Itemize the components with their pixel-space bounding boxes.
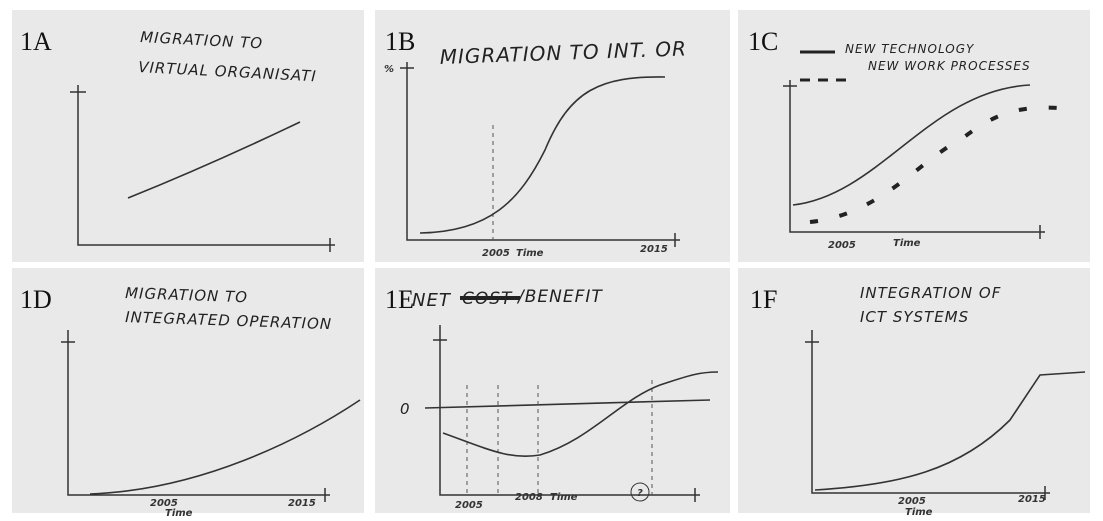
curve xyxy=(792,84,1031,206)
x-label: Time xyxy=(516,248,544,259)
panel-1d: 1D MIGRATION TO INTEGRATED OPERATION 200… xyxy=(12,268,364,519)
panel-1b: 1B MIGRATION TO INT. OR % 2005 Time 2015 xyxy=(375,10,730,262)
panel-1f: 1F INTEGRATION OF ICT SYSTEMS 2005 Time … xyxy=(738,268,1090,518)
x-label: 2005 xyxy=(455,500,483,511)
zero-line xyxy=(424,399,711,409)
x-label: 2005 xyxy=(482,248,510,259)
question-circle xyxy=(630,482,650,502)
panel-background xyxy=(375,268,730,513)
x-label: 2015 xyxy=(640,244,668,255)
panel-label: 1E xyxy=(385,285,414,314)
axes xyxy=(433,325,700,502)
panel-label: 1C xyxy=(748,27,778,56)
axes xyxy=(61,330,330,502)
panel-background xyxy=(12,268,364,513)
curve xyxy=(127,121,301,199)
panel-title: NET xyxy=(412,290,452,311)
x-label: 2005 xyxy=(828,240,856,251)
legend-entry: NEW WORK PROCESSES xyxy=(868,59,1031,73)
panel-1c: 1C NEW TECHNOLOGY NEW WORK PROCESSES 200… xyxy=(738,10,1090,262)
curve xyxy=(814,371,1086,491)
x-label: 2015 xyxy=(288,498,316,509)
x-label: 2008 xyxy=(515,492,543,503)
axes xyxy=(400,62,680,247)
axes xyxy=(805,330,1050,500)
panel-title: MIGRATION TO xyxy=(125,284,248,306)
axes xyxy=(70,85,335,252)
x-label: Time xyxy=(893,238,921,249)
panel-1e: 1E NET COST /BENEFIT 0 2005 2008 Time ? xyxy=(375,268,730,513)
curve xyxy=(419,76,666,234)
curve xyxy=(89,399,361,495)
panel-background xyxy=(738,10,1090,262)
curve xyxy=(442,371,719,458)
panel-title: ICT SYSTEMS xyxy=(860,308,969,326)
panel-background xyxy=(375,10,730,262)
panel-1a: 1A MIGRATION TO VIRTUAL ORGANISATI xyxy=(12,10,364,262)
panel-title: /BENEFIT xyxy=(516,287,603,307)
panel-label: 1D xyxy=(20,285,52,314)
panel-label: 1B xyxy=(385,27,415,56)
x-label: 2005 xyxy=(898,496,926,507)
y-label: 0 xyxy=(400,400,411,418)
x-label: 2015 xyxy=(1018,494,1046,505)
y-label: % xyxy=(384,64,394,75)
panel-title: INTEGRATION OF xyxy=(860,284,1001,302)
panel-background xyxy=(738,268,1090,513)
panel-label: 1A xyxy=(20,27,52,56)
panel-background xyxy=(12,10,364,262)
panel-label: 1F xyxy=(750,285,777,314)
x-label: Time xyxy=(165,508,193,519)
legend-entry: NEW TECHNOLOGY xyxy=(845,42,975,56)
x-label: ? xyxy=(637,488,643,499)
x-label: Time xyxy=(905,507,933,518)
x-label: Time xyxy=(550,492,578,503)
x-label: 2005 xyxy=(150,498,178,509)
axes xyxy=(783,80,1045,239)
